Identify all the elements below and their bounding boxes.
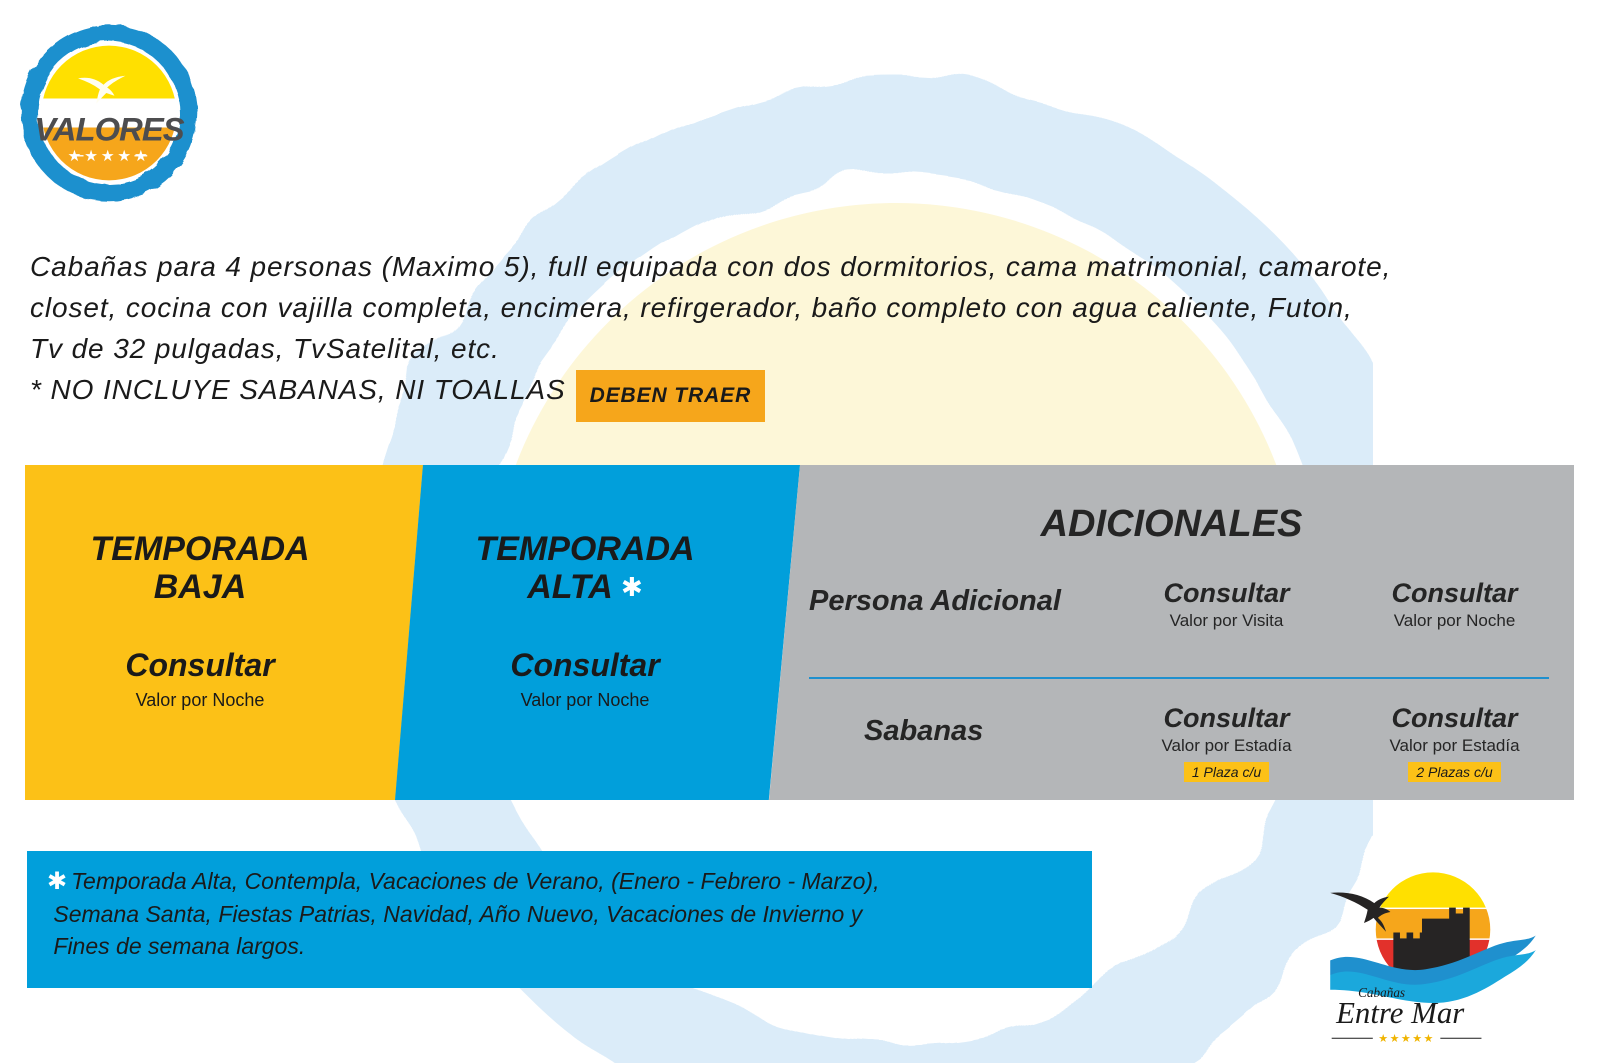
svg-text:★★★★★: ★★★★★: [1378, 1033, 1435, 1045]
svg-text:★★★★★: ★★★★★: [68, 148, 151, 165]
svg-text:Entre Mar: Entre Mar: [1335, 996, 1465, 1030]
svg-text:VALORES: VALORES: [34, 110, 185, 147]
